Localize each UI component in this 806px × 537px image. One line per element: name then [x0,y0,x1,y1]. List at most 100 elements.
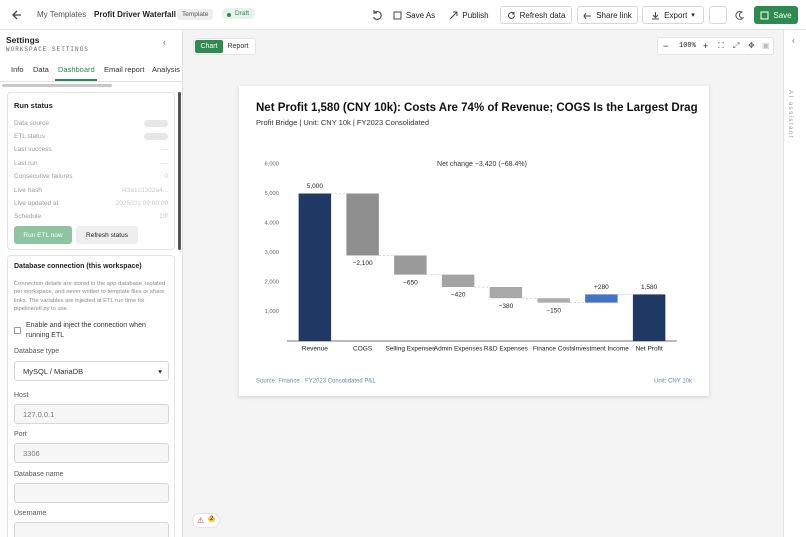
select-value: MySQL / MariaDB [23,366,84,376]
save-button[interactable]: Save [754,6,798,24]
x-tick-label: Finance Costs [533,346,575,353]
chart-subtitle: Profit Bridge | Unit: CNY 10k | FY2023 C… [256,118,429,127]
template-badge: Template [177,9,214,20]
tool-button[interactable] [709,6,727,24]
expand-button[interactable]: ⤢ [733,41,740,50]
unit-note: Unit: CNY 10k [654,379,693,385]
status-row: Live hash f43a1c33d2a4... [14,184,168,196]
x-tick-label: Selling Expenses [385,346,436,353]
tab[interactable]: Info [11,65,24,74]
y-tick-label: 2,000 [264,280,279,286]
text-input[interactable] [14,482,169,503]
refresh-status-button[interactable]: Refresh status [76,226,138,244]
back-icon[interactable] [11,9,23,21]
label: Publish [462,10,489,20]
tab[interactable]: Analysis [152,65,180,74]
camera-button[interactable]: ▣ [762,41,770,50]
assistant-rail: ‹ AI assistant [783,30,806,537]
bar [394,255,427,275]
value-label: −650 [403,279,418,286]
view-tab[interactable]: Chart [195,40,223,53]
tab[interactable]: Dashboard [58,65,95,74]
text-input[interactable]: 3306 [14,443,169,464]
bar [489,287,523,299]
select-button[interactable]: ✥ [748,41,755,50]
row-label: ETL status [14,132,45,140]
assistant-label[interactable]: AI assistant [787,90,793,140]
row-label: Schedule [14,213,42,221]
expand-rail[interactable]: ‹ [792,36,795,45]
save-as-button[interactable]: Save As [391,6,437,24]
value-label: 5,000 [307,183,324,190]
h-scrollbar [2,84,112,87]
share-button[interactable]: Share link [577,6,638,24]
source-note: Source: Finance · FY2023 Consolidated P&… [256,379,376,385]
refresh-button[interactable]: Refresh data [500,6,572,24]
theme-button[interactable] [731,6,749,24]
input-value: 3306 [23,448,40,458]
icon [450,11,458,19]
database-card: Database connection (this workspace) Con… [7,255,175,537]
row-label: Last run [14,159,38,167]
fit-button[interactable]: ⛶ [718,41,724,50]
status-badge: Draft [222,8,256,19]
row-label: Live hash [14,186,42,194]
undo-icon[interactable] [371,9,383,21]
publish-button[interactable]: Publish [446,6,492,24]
warning-badge[interactable]: ⚠ 2 [192,513,220,528]
run-status-card: Run status Data source ETL status Last suc… [7,92,175,250]
breadcrumb[interactable]: My Templates [37,10,87,19]
row-value: 0 [164,173,168,181]
db-type-select[interactable]: MySQL / MariaDB ▾ [14,361,169,381]
icon [760,11,769,19]
chart-title: Net Profit 1,580 (CNY 10k): Costs Are 74… [256,102,698,114]
bar [441,274,475,288]
status-row: Consecutive failures 0 [14,171,168,183]
status-dot [227,13,231,17]
bar [632,294,666,341]
field-label: Username [14,509,47,517]
field-label: Database type [14,348,60,355]
checkbox-label[interactable]: Enable and inject the connection when ru… [26,322,146,339]
export-button[interactable]: Export ▾ [642,6,704,24]
warning-icon: ⚠ [197,516,205,525]
text-input[interactable]: 127.0.0.1 [14,404,169,424]
field-label: Database name [14,470,64,478]
run-etl-button[interactable]: Run ETL now [14,226,72,244]
warning-count: 2 [208,516,216,522]
label: Share link [596,10,632,20]
status-row: Last run — [14,157,168,169]
zoom-out[interactable]: − [663,41,669,51]
row-label: Data source [14,119,50,127]
value-label: −380 [499,303,514,310]
x-tick-label: Net Profit [636,346,663,353]
zoom-bar: − 100% + ⛶ ⤢ ✥ ▣ [657,37,774,55]
zoom-level: 100% [679,42,696,50]
caret: ▾ [691,12,695,19]
tab[interactable]: Email report [104,65,145,74]
y-tick-label: 1,000 [264,309,279,315]
zoom-in[interactable]: + [703,41,709,51]
x-tick-label: Revenue [302,346,328,353]
label: Refresh data [519,10,566,20]
value-label: −2,100 [353,260,373,267]
annotation: Net change −3,420 (−68.4%) [437,161,527,168]
row-label: Live updated at [14,199,59,207]
y-tick-label: 3,000 [264,250,279,256]
status-row: ETL status [14,130,168,142]
tab[interactable]: Data [33,65,49,74]
collapse-button[interactable]: ‹ [163,38,166,47]
row-label: Last success [14,146,52,154]
card-title: Database connection (this workspace) [14,263,142,270]
icon [393,11,402,19]
view-tab[interactable]: Report [227,43,249,50]
field-label: Host [14,392,29,399]
card-title: Run status [14,101,53,110]
checkbox[interactable] [14,327,21,334]
x-tick-label: Investment Income [574,346,629,353]
row-label: Consecutive failures [14,173,73,181]
tab-divider [0,81,182,82]
text-input[interactable] [14,521,169,537]
x-tick-label: Admin Expenses [434,346,484,353]
icon [652,11,660,19]
